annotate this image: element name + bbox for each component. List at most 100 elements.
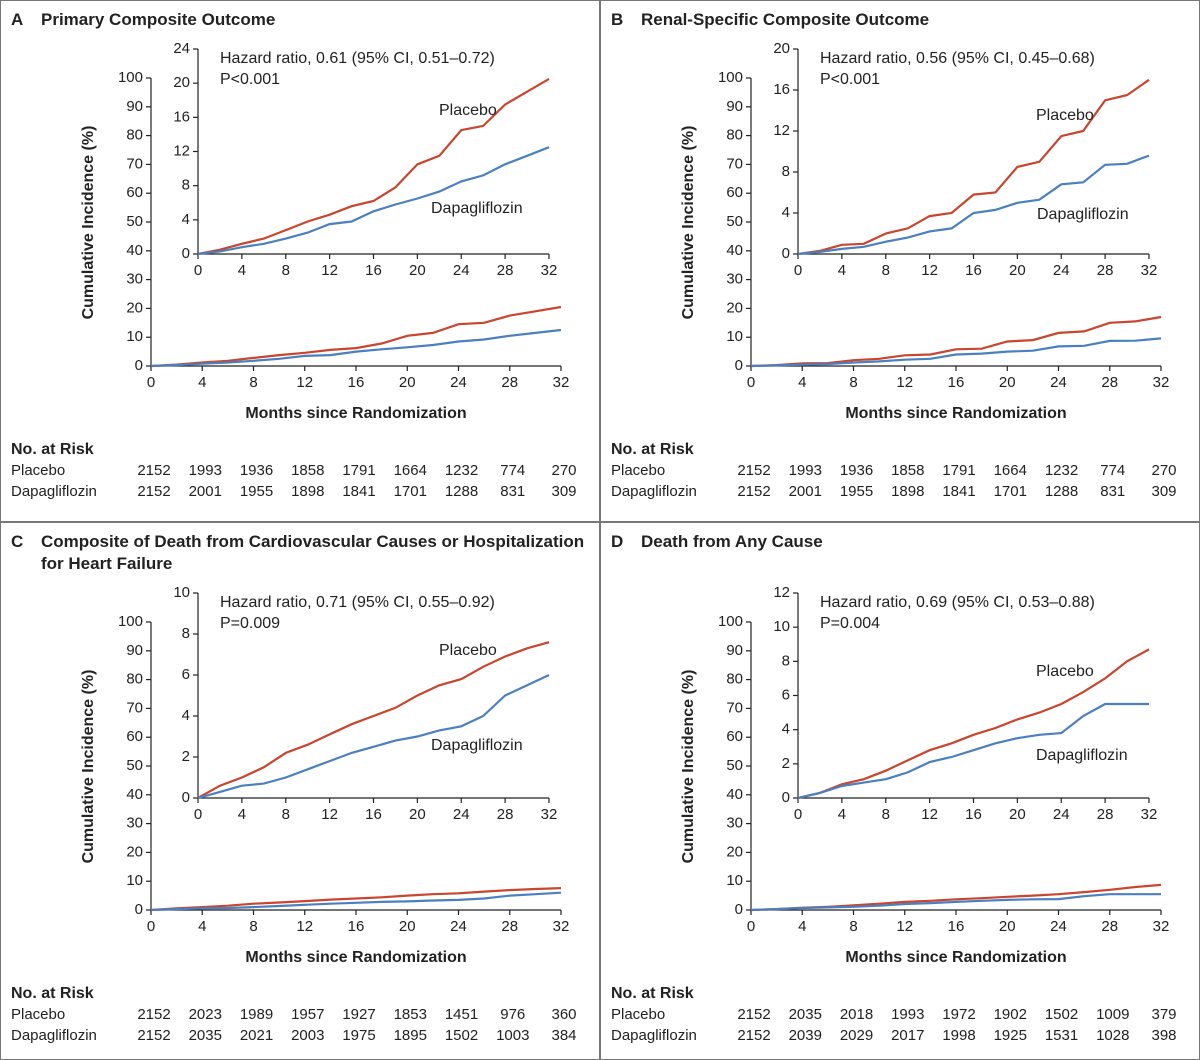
panel-title: D Death from Any Cause bbox=[611, 531, 1186, 553]
risk-value: 1853 bbox=[394, 1006, 427, 1023]
x-axis-label: Months since Randomization bbox=[845, 405, 1066, 422]
risk-value: 2152 bbox=[137, 483, 170, 500]
risk-value: 1003 bbox=[496, 1027, 529, 1044]
main-y-tick-label: 50 bbox=[126, 213, 143, 230]
main-x-tick-label: 16 bbox=[348, 374, 365, 391]
inset-x-tick-label: 12 bbox=[321, 806, 338, 823]
main-y-tick-label: 20 bbox=[126, 299, 143, 316]
risk-value: 2029 bbox=[840, 1027, 873, 1044]
y-axis-label: Cumulative Incidence (%) bbox=[80, 126, 97, 320]
inset-line bbox=[797, 154, 1150, 256]
risk-value: 2152 bbox=[137, 1006, 170, 1023]
main-x-tick-label: 0 bbox=[747, 918, 755, 935]
main-line bbox=[750, 893, 1161, 912]
title-text: Renal-Specific Composite Outcome bbox=[641, 10, 930, 29]
risk-row-name: Dapagliflozin bbox=[11, 1027, 97, 1044]
panel-label: C bbox=[11, 532, 24, 551]
main-y-tick-label: 0 bbox=[135, 901, 143, 918]
main-y-tick-label: 70 bbox=[726, 155, 743, 172]
main-y-tick-label: 60 bbox=[126, 728, 143, 745]
annotation: Hazard ratio, 0.71 (95% CI, 0.55–0.92) bbox=[220, 594, 495, 611]
risk-row-name: Placebo bbox=[11, 1006, 65, 1023]
inset-y-tick-label: 6 bbox=[782, 686, 790, 703]
inset-x-tick-label: 0 bbox=[194, 262, 202, 279]
risk-row-name: Placebo bbox=[611, 462, 665, 479]
main-y-tick-label: 100 bbox=[718, 613, 743, 630]
risk-value: 270 bbox=[551, 462, 576, 479]
risk-value: 2035 bbox=[789, 1006, 822, 1023]
risk-value: 2023 bbox=[189, 1006, 222, 1023]
main-y-tick-label: 70 bbox=[726, 699, 743, 716]
panel-title: A Primary Composite Outcome bbox=[11, 9, 586, 31]
risk-value: 1502 bbox=[445, 1027, 478, 1044]
inset-x-tick-label: 32 bbox=[1141, 262, 1158, 279]
annotation: P<0.001 bbox=[220, 71, 280, 88]
panel-label: B bbox=[611, 10, 624, 29]
inset-x-tick-label: 0 bbox=[794, 806, 802, 823]
risk-value: 309 bbox=[551, 483, 576, 500]
main-line bbox=[150, 887, 562, 912]
main-x-tick-label: 28 bbox=[501, 374, 518, 391]
inset-y-tick-label: 4 bbox=[182, 211, 190, 228]
panel: 0 10 20 30 40 50 60 70 80 90 100 0 4 8 12 16 20 24 28 32 0 2 4… bbox=[600, 522, 1200, 1060]
curve-label: Dapagliflozin bbox=[1036, 747, 1128, 764]
main-y-tick-label: 100 bbox=[118, 69, 143, 86]
inset-y-tick-label: 0 bbox=[782, 789, 790, 806]
main-y-tick-label: 40 bbox=[726, 242, 743, 259]
risk-value: 1993 bbox=[789, 462, 822, 479]
main-x-tick-label: 16 bbox=[348, 918, 365, 935]
main-x-tick-label: 4 bbox=[798, 374, 806, 391]
y-axis-label: Cumulative Incidence (%) bbox=[680, 670, 697, 864]
risk-value: 1936 bbox=[840, 462, 873, 479]
risk-value: 1925 bbox=[994, 1027, 1027, 1044]
main-y-tick-label: 80 bbox=[726, 127, 743, 144]
risk-value: 360 bbox=[551, 1006, 576, 1023]
main-y-tick-label: 100 bbox=[718, 69, 743, 86]
inset-x-tick-label: 24 bbox=[1053, 262, 1070, 279]
main-x-tick-label: 28 bbox=[1101, 374, 1118, 391]
main-y-tick-label: 20 bbox=[726, 299, 743, 316]
main-x-tick-label: 12 bbox=[296, 374, 313, 391]
inset-x-tick-label: 20 bbox=[1009, 262, 1026, 279]
risk-value: 831 bbox=[500, 483, 525, 500]
risk-value: 398 bbox=[1151, 1027, 1176, 1044]
risk-value: 1701 bbox=[394, 483, 427, 500]
main-x-tick-label: 20 bbox=[999, 374, 1016, 391]
risk-value: 2018 bbox=[840, 1006, 873, 1023]
main-y-tick-label: 30 bbox=[126, 815, 143, 832]
inset-x-tick-label: 24 bbox=[453, 262, 470, 279]
inset-y-tick-label: 4 bbox=[782, 204, 790, 221]
main-y-tick-label: 90 bbox=[726, 98, 743, 115]
risk-title: No. at Risk bbox=[611, 985, 694, 1002]
risk-title: No. at Risk bbox=[11, 985, 94, 1002]
main-x-tick-label: 12 bbox=[296, 918, 313, 935]
main-y-tick-label: 60 bbox=[726, 184, 743, 201]
main-y-tick-label: 70 bbox=[126, 699, 143, 716]
main-x-tick-label: 24 bbox=[450, 374, 467, 391]
panel-label: A bbox=[11, 10, 24, 29]
inset-x-tick-label: 4 bbox=[838, 262, 846, 279]
main-y-tick-label: 90 bbox=[126, 642, 143, 659]
main-y-tick-label: 10 bbox=[726, 328, 743, 345]
main-y-tick-label: 20 bbox=[126, 843, 143, 860]
inset-y-tick-label: 8 bbox=[182, 177, 190, 194]
main-x-tick-label: 28 bbox=[1101, 918, 1118, 935]
main-x-tick-label: 16 bbox=[948, 918, 965, 935]
main-x-tick-label: 20 bbox=[399, 374, 416, 391]
inset-x-tick-label: 12 bbox=[321, 262, 338, 279]
title-text: Death from Any Cause bbox=[641, 532, 823, 551]
risk-value: 1791 bbox=[942, 462, 975, 479]
main-x-tick-label: 0 bbox=[747, 374, 755, 391]
inset-y-tick-label: 4 bbox=[782, 721, 790, 738]
main-y-tick-label: 90 bbox=[726, 642, 743, 659]
risk-value: 1232 bbox=[1045, 462, 1078, 479]
risk-value: 1993 bbox=[891, 1006, 924, 1023]
main-x-tick-label: 8 bbox=[849, 918, 857, 935]
risk-value: 1288 bbox=[1045, 483, 1078, 500]
risk-title: No. at Risk bbox=[611, 441, 694, 458]
inset-x-tick-label: 8 bbox=[882, 262, 890, 279]
inset-y-tick-label: 12 bbox=[773, 584, 790, 601]
risk-value: 1993 bbox=[189, 462, 222, 479]
main-line bbox=[150, 891, 562, 912]
risk-value: 1972 bbox=[942, 1006, 975, 1023]
